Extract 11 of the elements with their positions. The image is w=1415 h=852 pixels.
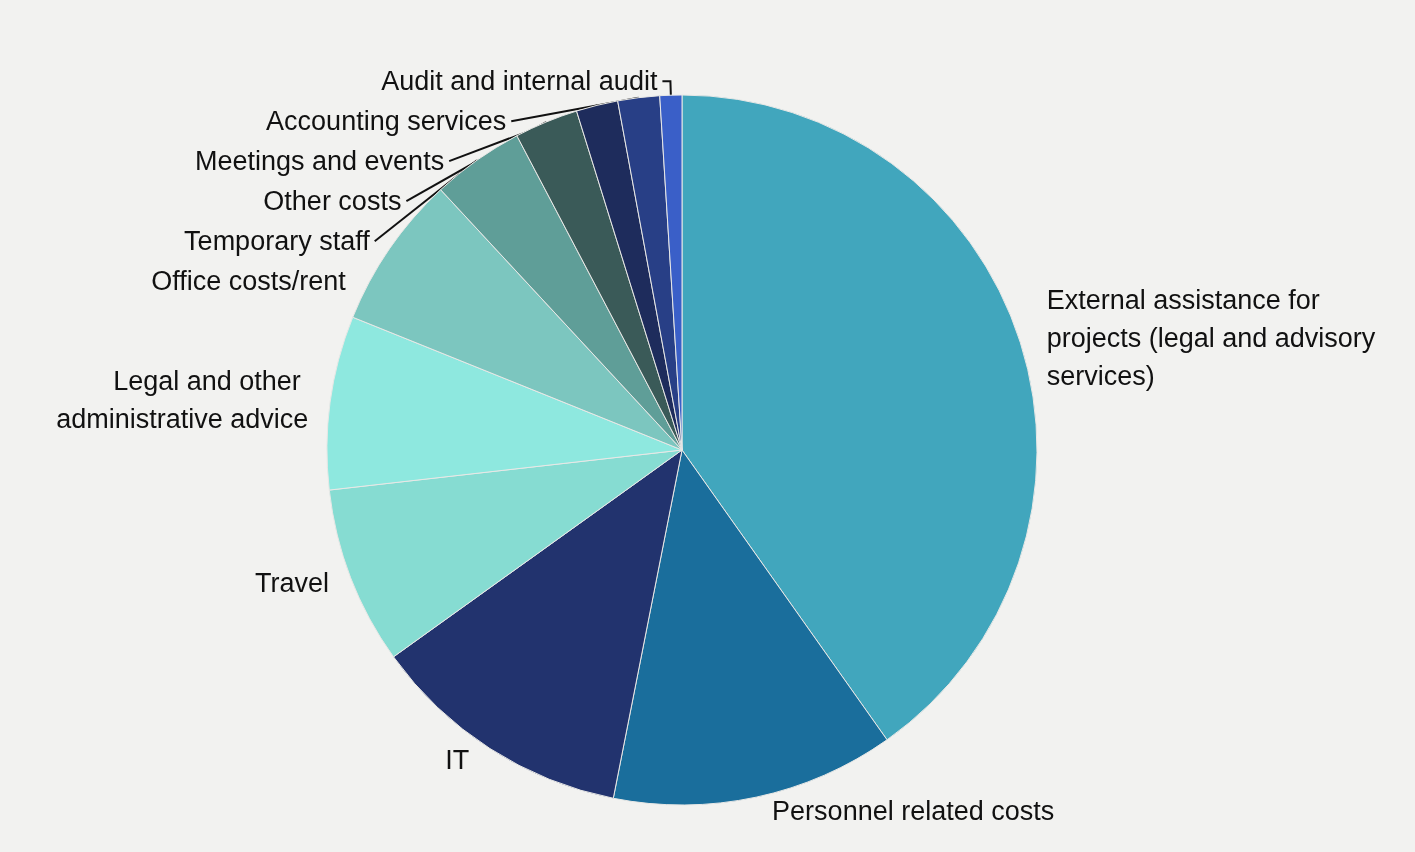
slice-label: Temporary staff [184,226,371,257]
slice-label: Legal and other administrative advice [56,366,309,435]
slice-label: Personnel related costs [772,795,1055,826]
slice-label: IT [445,745,470,776]
slice-label: Accounting services [266,106,507,137]
slice-label: Other costs [263,186,402,217]
slice-label: Travel [255,567,330,598]
slice-label: External assistance for projects (legal and advisory services) [1046,285,1383,392]
slice-label: Audit and internal audit [381,66,658,97]
slice-label: Meetings and events [194,146,445,177]
slice-label: Office costs/rent [151,266,347,297]
